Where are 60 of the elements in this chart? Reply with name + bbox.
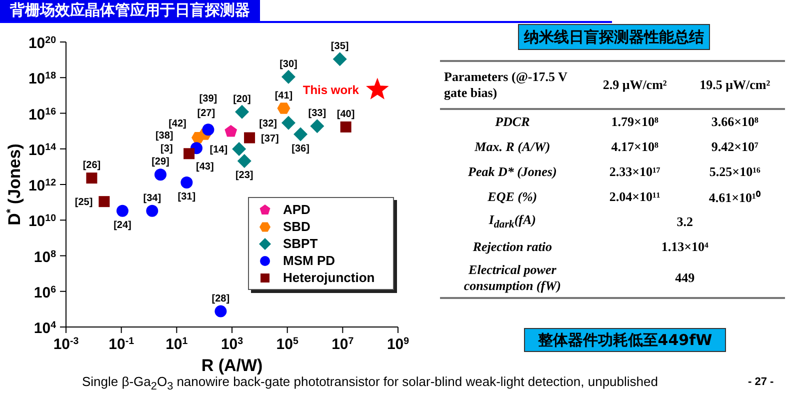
text: 整体器件功耗低至449fW — [524, 328, 726, 352]
text: I$_{dark}$(fA) 3.2 — [488, 212, 694, 231]
annotation: [24] — [114, 220, 132, 231]
annotation: [36] — [292, 143, 310, 154]
x-tick-label: 10$^{3}$ — [220, 336, 244, 353]
chart-title: 背栅场效应晶体管应用于日盲探测器 — [0, 0, 260, 21]
y-tick-label: 10$^{14}$ — [28, 141, 57, 159]
x-tick-label: 10$^{1}$ — [166, 336, 188, 353]
annotation: [3] — [160, 144, 173, 155]
annotation: [14] — [210, 144, 228, 156]
legend-label: SBD — [283, 219, 310, 234]
annotation: [27] — [197, 108, 216, 120]
annotation: [25] — [74, 197, 93, 208]
annotation: [38] — [155, 130, 174, 142]
x-tick-label: 10$^{-1}$ — [108, 336, 135, 353]
annotation: [35] — [330, 41, 349, 52]
annotation: [32] — [259, 118, 277, 130]
annotation: [39] — [199, 94, 218, 105]
text: 纳米线日盲探测器性能总结 — [518, 24, 710, 50]
y-tick-label: 10$^{10}$ — [28, 212, 57, 230]
legend-label: MSM PD — [283, 253, 335, 268]
y-tick-label: 10$^{12}$ — [28, 177, 57, 194]
text: - 27 - — [748, 376, 774, 388]
x-tick-label: 10$^{5}$ — [276, 336, 299, 353]
legend-label: APD — [283, 202, 310, 217]
annotation: [28] — [212, 293, 230, 304]
y-tick-label: 10$^{16}$ — [28, 106, 57, 124]
text: EQE (%) 2.04×10¹¹ 4.61×10¹⁰ — [488, 188, 761, 204]
annotation: [42] — [168, 118, 186, 130]
y-tick-label: 10$^{20}$ — [28, 34, 57, 52]
x-tick-label: 10$^{9}$ — [386, 336, 410, 353]
text: Electrical power consumption (fW) 449 — [464, 262, 695, 293]
text: Peak D* (Jones) 2.33×10¹⁷ 5.25×10¹⁶ — [468, 164, 760, 178]
annotation: [29] — [152, 156, 170, 168]
x-tick-label: 10$^{-3}$ — [53, 336, 80, 353]
annotation: [43] — [196, 161, 214, 172]
y-tick-label: 10$^{8}$ — [34, 248, 57, 266]
text: Parameters (@-17.5 V gate bias) 2.9 μW/cm² 19.5 μW/cm² — [444, 69, 770, 100]
annotation: This work — [302, 83, 360, 98]
legend-label: SBPT — [283, 236, 318, 251]
annotation: [23] — [235, 170, 254, 181]
text: PDCR 1.79×10⁸ 3.66×10⁸ — [495, 114, 758, 129]
x-axis-title: R (A/W) — [201, 356, 263, 375]
annotation: [30] — [280, 58, 298, 70]
y-tick-label: 10$^{18}$ — [28, 70, 57, 88]
annotation: [20] — [233, 94, 251, 105]
annotation: [41] — [274, 90, 293, 102]
annotation: [33] — [308, 108, 326, 120]
y-tick-label: 10$^{6}$ — [34, 284, 57, 302]
annotation: [26] — [82, 160, 101, 172]
x-tick-label: 10$^{7}$ — [332, 336, 354, 353]
text: Max. R (A/W) 4.17×10⁸ 9.42×10⁷ — [474, 138, 758, 154]
annotation: [31] — [178, 191, 196, 202]
annotation: [34] — [143, 192, 162, 204]
annotation: [37] — [261, 133, 279, 144]
text: Rejection ratio 1.13×10⁴ — [472, 238, 708, 254]
legend-label: Heterojunction — [283, 270, 375, 285]
text: Single β-Ga$_{2}$O$_{3}$ nanowire back-gate phototransistor for solar-blind weak-light detection, unpublished — [81, 374, 659, 393]
annotation: [40] — [336, 108, 355, 120]
y-tick-label: 10$^{4}$ — [34, 320, 57, 337]
